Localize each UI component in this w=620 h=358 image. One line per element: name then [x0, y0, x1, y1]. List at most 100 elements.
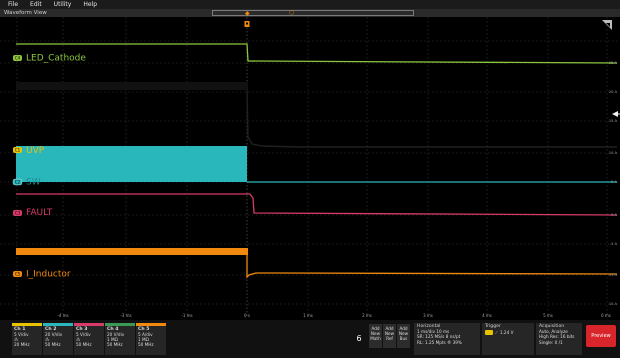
acquisition-mode: Auto, Analyze — [539, 329, 568, 335]
record-view-bracket[interactable] — [212, 10, 414, 16]
ch3-scale: 5 V/div — [76, 332, 91, 337]
scale-label: 25 A — [609, 61, 618, 65]
waveform-black-trace — [16, 82, 248, 90]
ch1-bandwidth: 20 MHz — [14, 342, 30, 347]
waveform-display[interactable]: C4 LED_Cathode C1 UVP C2 SW C3 FAULT C5 … — [0, 17, 620, 320]
ch1-badge[interactable] — [13, 147, 22, 153]
horizontal-sample-rate: SR: 125 MS/s 8 ns/pt — [417, 334, 461, 340]
ch2-badge[interactable] — [12, 178, 23, 186]
ch4-bandwidth: 50 MHz — [107, 342, 123, 347]
waveform-fault — [16, 193, 618, 216]
time-label: 0 s — [244, 313, 250, 318]
ch5-settings[interactable]: Ch 5 5 A/div 1 MΩ 50 MHz — [136, 323, 166, 355]
waveform-inductor-burst — [16, 248, 248, 255]
scale-label: 20 A — [609, 90, 618, 94]
label-uvp: UVP — [26, 146, 45, 156]
waveform-sw-burst — [16, 146, 247, 182]
time-label: 2 ms — [362, 313, 372, 318]
menu-file[interactable]: File — [8, 1, 19, 8]
waveform-i-inductor — [246, 255, 618, 279]
expansion-point-icon[interactable]: ○ — [289, 9, 295, 16]
ch2-bandwidth: 50 MHz — [45, 342, 61, 347]
scale-label: 0 A — [611, 213, 617, 217]
time-label: 1 ms — [303, 313, 313, 318]
channel-count-button[interactable]: 6 — [356, 334, 362, 343]
ch4-header: Ch 4 — [107, 327, 119, 332]
acquisition-resolution: High Res: 16 bits — [539, 334, 575, 340]
ch4-termination: 1 MΩ — [107, 337, 118, 342]
ch4-badge[interactable] — [13, 55, 22, 61]
ch2-badge-tag: C2 — [15, 180, 21, 185]
time-label: 4 ms — [482, 313, 492, 318]
time-label: 5 ms — [543, 313, 553, 318]
label-i-inductor: I_Inductor — [26, 270, 71, 280]
trigger-panel[interactable]: Trigger ⟋ 1.24 V — [482, 323, 534, 355]
add-new-ref-button[interactable]: Add New Ref — [383, 324, 396, 348]
acquisition-panel[interactable]: Acquisition Auto, Analyze High Res: 16 b… — [536, 323, 582, 355]
time-label: 3 ms — [423, 313, 433, 318]
preview-button[interactable]: Preview — [586, 325, 616, 347]
ch1-header: Ch 1 — [14, 327, 26, 332]
horizontal-record-length: RL: 1.25 Mpts ® 39% — [417, 339, 462, 345]
menu-edit[interactable]: Edit — [30, 1, 42, 8]
horizontal-scale: 1 ms/div 10 ms — [417, 329, 450, 335]
trigger-source-badge — [485, 330, 493, 336]
scale-label: 15 A — [609, 119, 618, 123]
record-view-bracket-end — [412, 10, 414, 16]
settings-bar: Ch 1 5 V/div ⁂ 20 MHz Ch 2 20 V/div ⁂ 50… — [0, 320, 620, 358]
scale-label: 10 A — [609, 302, 618, 306]
ch1-scale: 5 V/div — [14, 332, 29, 337]
menu-help[interactable]: Help — [83, 1, 98, 8]
ch5-badge-tag: C5 — [15, 272, 21, 277]
ch3-badge-tag: C3 — [15, 211, 21, 216]
trigger-level-arrow[interactable] — [612, 111, 618, 117]
waveform-view-title: Waveform View — [4, 10, 47, 16]
ch3-header: Ch 3 — [76, 327, 88, 332]
acquisition-count: Single: 0 /1 — [539, 339, 563, 345]
ch4-badge-tag: C4 — [15, 56, 21, 61]
ch2-settings[interactable]: Ch 2 20 V/div ⁂ 50 MHz — [43, 323, 73, 355]
ch3-bandwidth: 50 MHz — [76, 342, 92, 347]
ch4-settings[interactable]: Ch 4 20 V/div 1 MΩ 50 MHz — [105, 323, 135, 355]
ch2-scale: 20 V/div — [45, 332, 63, 337]
ch5-scale: 5 A/div — [138, 332, 153, 337]
scale-label: -5 A — [610, 242, 618, 246]
menu-utility[interactable]: Utility — [53, 1, 72, 8]
ch1-settings[interactable]: Ch 1 5 V/div ⁂ 20 MHz — [12, 323, 42, 355]
ch5-bandwidth: 50 MHz — [138, 342, 154, 347]
ch5-badge[interactable] — [13, 271, 22, 277]
time-label: -4 ms — [57, 313, 68, 318]
add-new-math-button[interactable]: Add New Math — [369, 324, 382, 348]
ch3-badge[interactable] — [13, 210, 22, 216]
ch2-header: Ch 2 — [45, 327, 57, 332]
horizontal-header: Horizontal — [417, 324, 441, 329]
trigger-position-marker[interactable]: ◆ — [245, 10, 250, 17]
horizontal-panel[interactable]: Horizontal 1 ms/div 10 ms SR: 125 MS/s 8… — [414, 323, 480, 355]
ch4-scale: 20 V/div — [107, 332, 125, 337]
label-fault: FAULT — [26, 208, 53, 218]
scale-label: 5 A — [611, 180, 617, 184]
ch5-header: Ch 5 — [138, 327, 150, 332]
waveform-graticule: C4 LED_Cathode C1 UVP C2 SW C3 FAULT C5 … — [0, 17, 620, 318]
add-new-bus-button[interactable]: Add New Bus — [397, 324, 410, 348]
label-sw: SW — [26, 178, 41, 188]
zoom-corner-icon[interactable] — [602, 20, 612, 30]
ch3-coupling: ⁂ — [76, 337, 81, 342]
ch1-badge-tag: C1 — [15, 148, 21, 153]
ch3-settings[interactable]: Ch 3 5 V/div ⁂ 50 MHz — [74, 323, 104, 355]
time-label: -3 ms — [120, 313, 131, 318]
menu-bar: File Edit Utility Help — [0, 0, 620, 9]
scale-label: 10 A — [609, 151, 618, 155]
label-led-cathode: LED_Cathode — [26, 54, 86, 64]
time-label: -1 ms — [181, 313, 192, 318]
trigger-header: Trigger — [485, 324, 501, 329]
acquisition-header: Acquisition — [539, 324, 565, 329]
trigger-slope-icon: ⟋ — [495, 330, 498, 336]
ch2-coupling: ⁂ — [45, 337, 50, 342]
scale-label: 15 A — [609, 273, 618, 277]
waveform-led-cathode — [16, 43, 618, 64]
time-label: 6 ms — [601, 313, 611, 318]
ch1-coupling: ⁂ — [14, 337, 19, 342]
waveform-view-bar: Waveform View ◆ ○ — [0, 9, 620, 17]
ch5-termination: 1 MΩ — [138, 337, 149, 342]
